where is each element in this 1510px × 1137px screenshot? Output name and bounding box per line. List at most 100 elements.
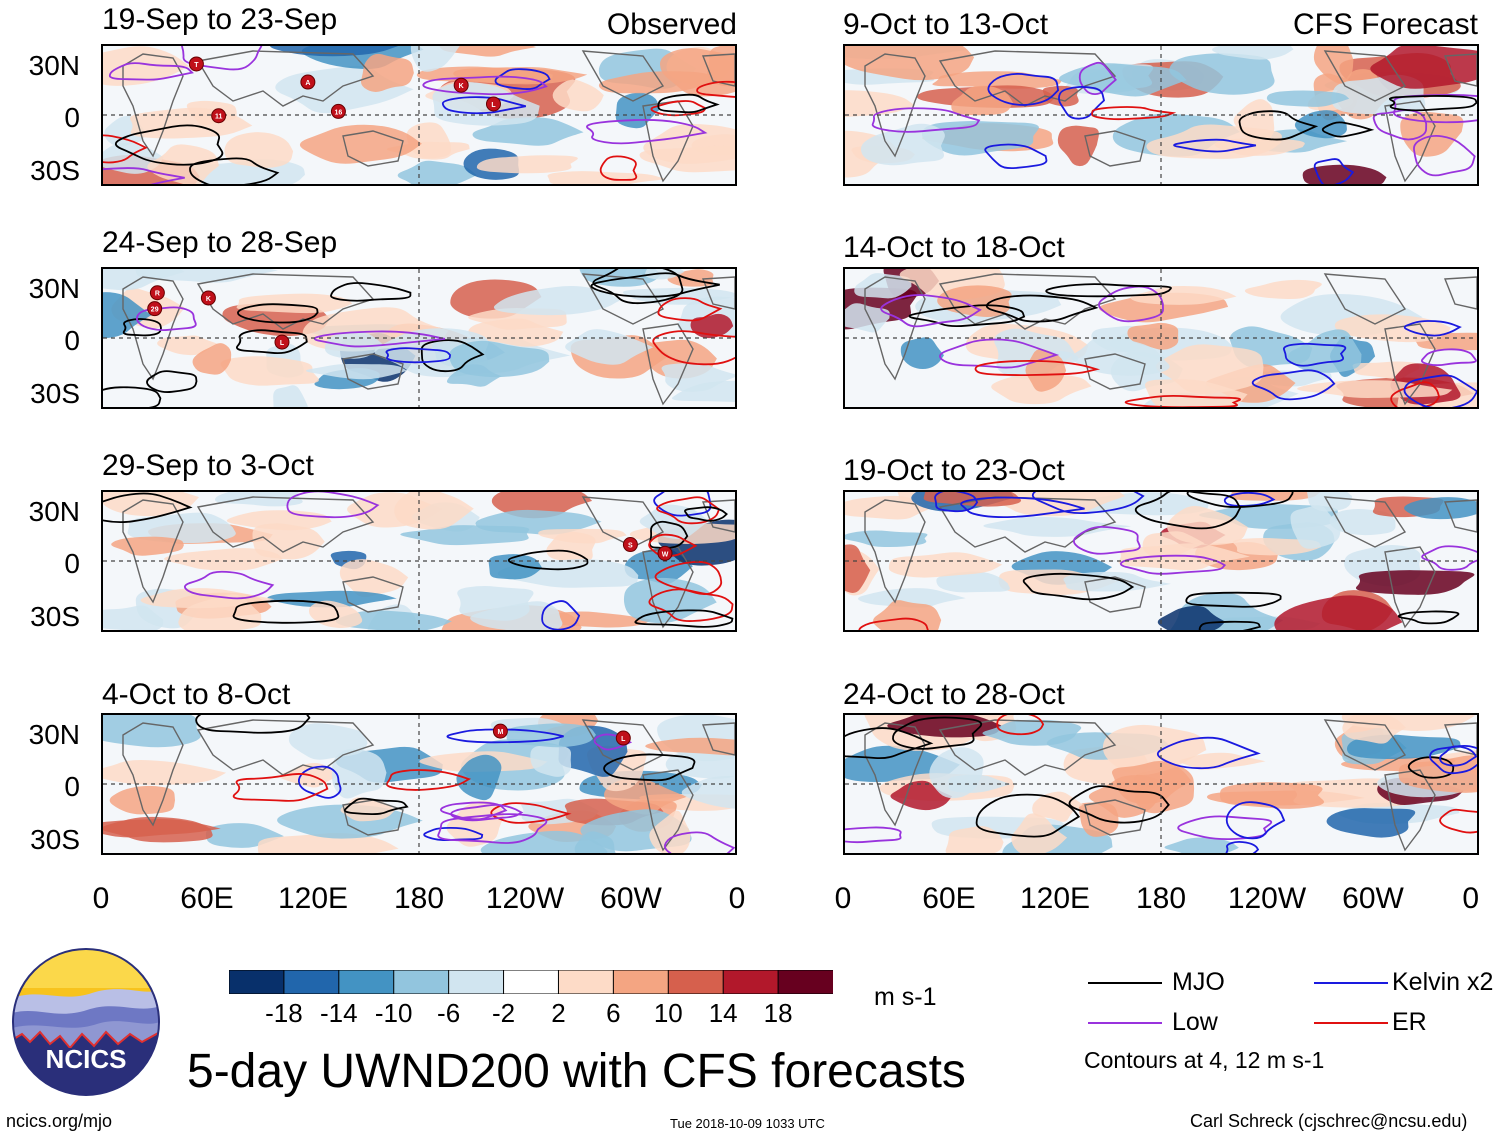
contour-line	[494, 68, 551, 90]
colorbar-tick-label: -2	[491, 998, 516, 1028]
anomaly-region	[103, 816, 213, 843]
lon-label-0: 0	[1462, 882, 1479, 915]
coastline	[581, 50, 665, 102]
anomaly-region	[1157, 605, 1226, 630]
coastline	[864, 276, 926, 381]
contour-line	[1031, 492, 1145, 515]
map-canvas	[845, 715, 1477, 853]
anomaly-region	[1274, 595, 1403, 630]
legend-label-low: Low	[1172, 1008, 1218, 1036]
contour-line	[541, 600, 581, 630]
coastline	[122, 53, 184, 158]
contour-line	[1283, 342, 1347, 367]
anomaly-region	[493, 286, 620, 316]
coastline	[642, 323, 694, 406]
colorbar-units: m s-1	[874, 983, 937, 1011]
anomaly-region	[598, 71, 715, 94]
coastline	[1323, 496, 1407, 548]
lat-label-30s: 30S	[30, 824, 80, 855]
contour-line	[1156, 736, 1261, 770]
anomaly-region	[1355, 570, 1475, 595]
panel-title-3: 29-Sep to 3-Oct	[102, 449, 314, 482]
anomaly-region	[1302, 164, 1387, 184]
coastline	[1443, 276, 1477, 310]
contour-line	[422, 75, 548, 96]
lon-label-60w: 60W	[1342, 882, 1404, 915]
coastline	[701, 722, 735, 756]
contour-line	[195, 715, 311, 734]
colorbar-labels: -18 -14 -10 -6 -2 2 6 10 14 18	[229, 998, 833, 1028]
contour-line	[423, 826, 484, 841]
coastline	[122, 499, 184, 604]
anomaly-region	[900, 337, 944, 370]
footer-url[interactable]: ncics.org/mjo	[6, 1111, 113, 1131]
contour-line	[184, 570, 275, 600]
coastline	[938, 496, 1117, 553]
footer-author: Carl Schreck (cjschrec@ncsu.edu)	[1190, 1111, 1468, 1131]
legend-line-kelvin	[1314, 982, 1388, 984]
anomaly-region	[1118, 543, 1250, 571]
anomaly-region	[639, 504, 708, 540]
colorbar-tick-label: 18	[763, 998, 793, 1028]
anomaly-region	[929, 747, 984, 799]
coastline	[1323, 719, 1407, 771]
storm-label: W	[662, 551, 669, 558]
storm-marker: M	[492, 723, 508, 739]
anomaly-region	[103, 46, 189, 86]
contour-line	[507, 549, 589, 571]
anomaly-region	[845, 544, 871, 593]
lon-label-120e: 120E	[1019, 882, 1091, 915]
anomaly-region	[542, 611, 652, 628]
anomaly-region	[214, 492, 303, 507]
map-panel-2: 29 K L R	[101, 267, 737, 409]
anomaly-region	[410, 46, 460, 72]
contour-line	[985, 294, 1099, 323]
colorbar-swatch	[393, 969, 450, 995]
contour-line	[653, 492, 712, 517]
contour-line	[1420, 348, 1477, 367]
lat-label-30s: 30S	[30, 155, 80, 186]
contour-line	[103, 134, 148, 164]
contour-line	[446, 728, 564, 744]
anomaly-region	[1404, 497, 1477, 520]
ncics-logo: NCICS	[12, 948, 160, 1096]
lat-label-30n: 30N	[28, 50, 80, 81]
anomaly-region	[1011, 813, 1068, 853]
contour-line	[996, 715, 1045, 736]
anomaly-region	[506, 723, 596, 748]
coastline	[1323, 273, 1407, 325]
anomaly-region	[257, 833, 399, 853]
contour-line	[939, 338, 1060, 369]
contour-line	[975, 793, 1081, 838]
anomaly-region	[1042, 85, 1079, 107]
map-panel-7	[843, 490, 1479, 632]
contour-line	[586, 119, 708, 145]
anomaly-region	[269, 46, 398, 57]
coastline	[1084, 576, 1146, 613]
panel-title-1: 19-Sep to 23-Sep	[102, 3, 338, 36]
storm-label: 16	[335, 109, 343, 116]
coastline	[1443, 499, 1477, 533]
anomaly-region	[103, 715, 201, 748]
map-canvas	[845, 492, 1477, 630]
contour-line	[684, 506, 728, 522]
coastline	[196, 50, 375, 107]
contour-line	[1238, 110, 1319, 141]
contour-line	[1403, 374, 1477, 407]
contour-line	[657, 297, 723, 322]
contour-line	[232, 773, 329, 802]
contour-line	[656, 496, 721, 525]
anomaly-region	[449, 340, 550, 378]
contour-line	[1223, 492, 1276, 507]
storm-marker: W	[657, 545, 673, 561]
contour-legend: MJO Kelvin x2 Low ER	[1088, 970, 1498, 1050]
contour-line	[934, 492, 979, 513]
anomaly-region	[397, 160, 477, 184]
contour-line	[652, 330, 735, 366]
contour-line	[1198, 620, 1261, 630]
anomaly-region	[446, 800, 504, 847]
contour-line	[237, 303, 319, 324]
lat-label-0: 0	[64, 325, 80, 356]
coastline	[642, 769, 694, 852]
contour-line	[1225, 801, 1286, 840]
